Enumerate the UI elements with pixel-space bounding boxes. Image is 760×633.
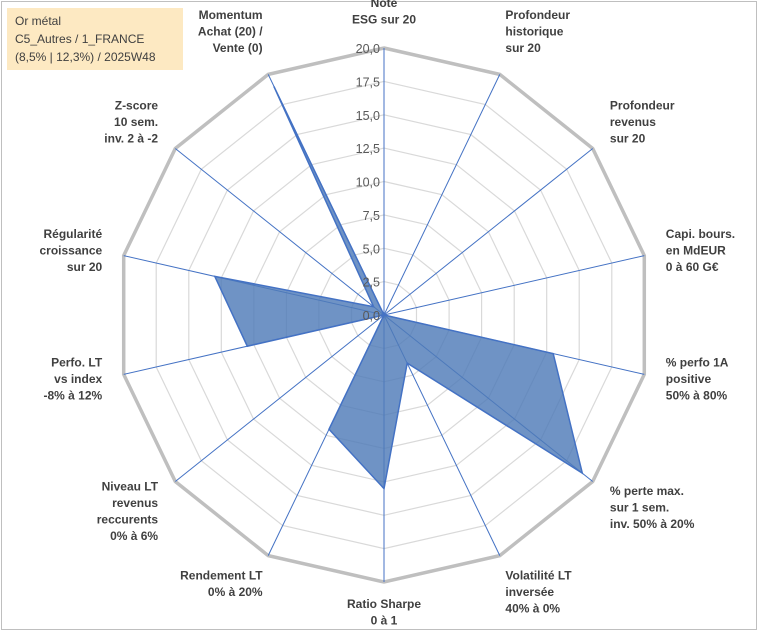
- category-label: Rendement LT 0% à 20%: [180, 568, 263, 599]
- axis-spoke-2: [383, 148, 594, 316]
- category-label: Volatilité LT inversée 40% à 0%: [505, 568, 572, 615]
- category-label: % perte max. sur 1 sem. inv. 50% à 20%: [610, 484, 695, 531]
- category-label: Régularité croissance sur 20: [39, 227, 102, 274]
- category-label: Momentum Achat (20) / Vente (0): [198, 8, 263, 55]
- axis-spoke-12: [174, 148, 385, 316]
- tick-label: 0,0: [363, 309, 380, 323]
- category-label: Z-score 10 sem. inv. 2 à -2: [104, 99, 158, 146]
- info-line-1: Or métal: [15, 14, 62, 28]
- info-line-3: (8,5% | 12,3%) / 2025W48: [15, 50, 156, 64]
- category-label: Perfo. LT vs index -8% à 12%: [43, 356, 102, 403]
- tick-label: 10,0: [356, 176, 380, 190]
- tick-label: 5,0: [363, 242, 380, 256]
- tick-label: 17,5: [356, 75, 380, 89]
- tick-label: 15,0: [356, 109, 380, 123]
- category-label: Niveau LT revenus reccurents 0% à 6%: [97, 480, 159, 544]
- tick-label: 7,5: [363, 209, 380, 223]
- tick-label: 12,5: [356, 142, 380, 156]
- tick-label: 20,0: [356, 42, 380, 56]
- category-label: Note ESG sur 20: [352, 0, 416, 27]
- category-label: Capi. bours. en MdEUR 0 à 60 G€: [666, 227, 735, 274]
- info-box: Or métal C5_Autres / 1_FRANCE (8,5% | 12…: [7, 8, 183, 70]
- series-area-0: [213, 86, 584, 491]
- category-label: Ratio Sharpe 0 à 1: [347, 597, 421, 628]
- info-line-2: C5_Autres / 1_FRANCE: [15, 32, 145, 46]
- category-label: Profondeur historique sur 20: [505, 8, 570, 55]
- category-label: % perfo 1A positive 50% à 80%: [666, 356, 729, 403]
- axis-spoke-9: [174, 314, 385, 482]
- tick-label: 2,5: [363, 276, 380, 290]
- category-label: Profondeur revenus sur 20: [610, 99, 675, 146]
- axis-spoke-3: [383, 255, 645, 316]
- axis-spoke-1: [383, 74, 501, 316]
